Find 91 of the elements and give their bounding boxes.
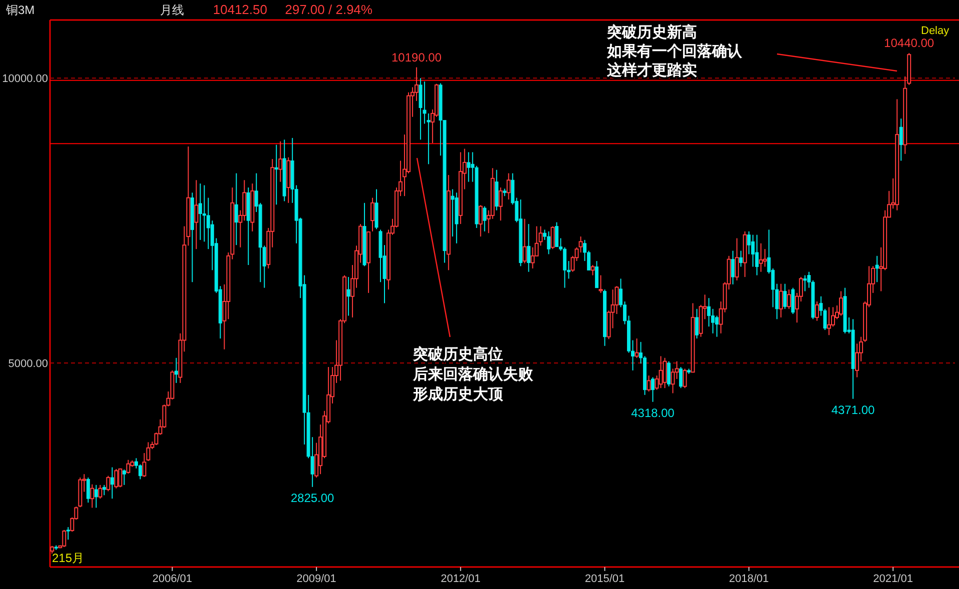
candlestick (731, 250, 735, 285)
annotation: 215月 (52, 551, 84, 565)
candlestick (90, 484, 94, 508)
candlestick (498, 187, 503, 222)
annotation: 10440.00 (884, 36, 934, 50)
annotation: 突破历史新高 (606, 23, 697, 41)
candlestick (554, 222, 558, 248)
candlestick (122, 469, 126, 486)
candlestick (679, 366, 683, 389)
candlestick (662, 357, 667, 389)
annotation: 如果有一个回落确认 (606, 43, 743, 60)
candlestick (590, 264, 595, 276)
annotation: 突破历史高位 (412, 345, 503, 363)
candlestick (478, 204, 483, 238)
annotation: 形成历史大顶 (412, 386, 504, 403)
y-tick-label: 10000.00 (2, 73, 48, 86)
candlestick (370, 197, 374, 232)
annotation: 后来回落确认失败 (412, 366, 534, 383)
candlestick (194, 180, 198, 250)
x-tick-label: 2009/01 (296, 573, 336, 585)
candlestick (695, 308, 699, 340)
annotation: 10190.00 (392, 50, 442, 64)
candlestick (202, 184, 206, 242)
candlestick (110, 466, 114, 500)
candlestick (739, 250, 743, 268)
candlestick (234, 172, 238, 246)
candlestick (86, 477, 90, 504)
annotation: 4371.00 (831, 402, 876, 417)
candlestick (707, 298, 711, 328)
candlestick (839, 290, 844, 316)
candlestick (418, 78, 422, 140)
candlestick (594, 260, 598, 288)
candlestick (94, 484, 98, 508)
candlestick (734, 238, 739, 281)
candlestick (198, 183, 202, 240)
candlestick (658, 356, 663, 389)
candlestick (803, 274, 807, 292)
candlestick (646, 375, 651, 392)
y-tick-label: 5000.00 (8, 358, 48, 370)
x-tick-label: 2018/01 (729, 573, 769, 585)
candlestick (138, 464, 142, 480)
candlestick (682, 368, 687, 389)
candlestick (751, 234, 755, 268)
candlestick (651, 376, 655, 402)
candlestick (758, 242, 763, 272)
text: 10412.50 (213, 2, 268, 17)
candlestick (106, 475, 110, 492)
annotation: 2825.00 (290, 490, 334, 505)
candlestick (747, 230, 751, 255)
candlestick (598, 274, 603, 294)
candlestick (755, 234, 759, 276)
annotation: 4318.00 (631, 406, 675, 420)
text: 297.00 / 2.94% (285, 2, 373, 17)
candlestick (550, 226, 555, 250)
annotation: Delay (921, 25, 950, 37)
annotation: 这样才更踏实 (606, 61, 697, 79)
candlestick (814, 300, 819, 322)
x-tick-label: 2012/01 (440, 573, 480, 585)
candlestick (562, 246, 566, 288)
candlestick (126, 459, 130, 474)
candlestick (274, 144, 278, 206)
candlestick (62, 529, 66, 548)
candlestick (102, 484, 106, 496)
candlestick (530, 246, 535, 269)
candlestick (791, 287, 795, 315)
candlestick (526, 223, 530, 272)
candlestick (466, 152, 470, 182)
candlestick (346, 276, 350, 316)
candlestick (875, 255, 879, 283)
candlestick (174, 357, 178, 384)
candlestick (667, 360, 671, 387)
candlestick (899, 118, 903, 162)
candlestick (546, 230, 550, 255)
candlestick (786, 289, 791, 310)
chart-subtitle: 月线 (160, 3, 184, 17)
x-tick-label: 2021/01 (873, 573, 913, 585)
candlestick (506, 172, 511, 200)
candlestick (98, 484, 102, 500)
candlestick (778, 283, 783, 318)
candlestick (522, 218, 527, 264)
candlestick (826, 306, 831, 336)
candlestick (634, 338, 639, 358)
candlestick (66, 526, 70, 540)
candlestick (114, 468, 118, 489)
candlestick (783, 283, 787, 310)
chart-title: 铜3M (5, 3, 35, 17)
candlestick (482, 206, 486, 232)
candlestick (118, 468, 122, 488)
x-tick-label: 2006/01 (152, 573, 192, 585)
candlestick (278, 140, 282, 182)
x-tick-label: 2015/01 (584, 573, 625, 585)
